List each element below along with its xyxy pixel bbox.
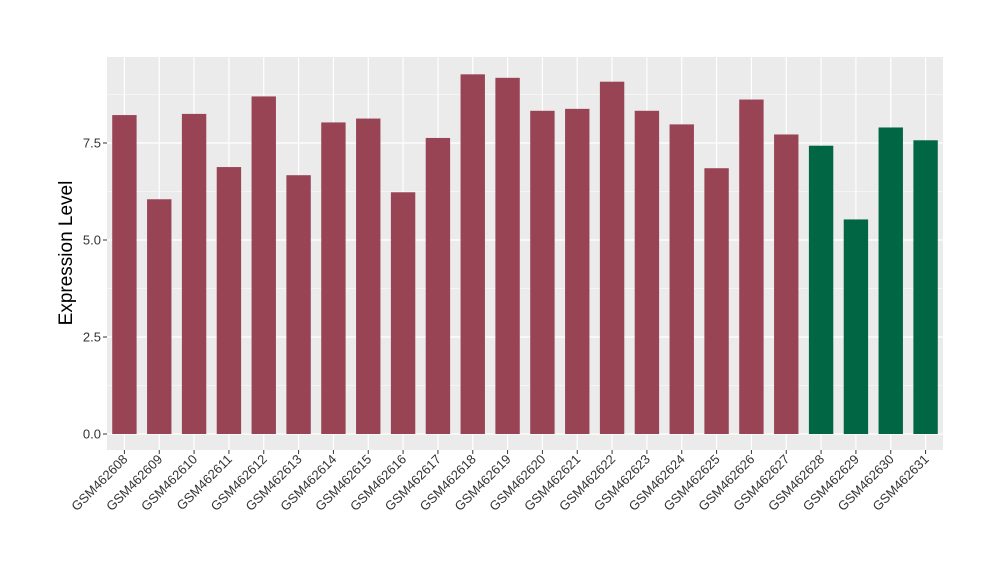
bar-GSM462628 — [808, 145, 834, 434]
bar-GSM462615 — [356, 118, 381, 434]
y-axis-title: Expression Level — [56, 181, 77, 326]
bars-group — [112, 74, 938, 435]
bar-GSM462608 — [112, 115, 137, 435]
bar-GSM462616 — [390, 192, 416, 434]
bar-GSM462631 — [913, 140, 938, 434]
bar-GSM462610 — [181, 113, 207, 435]
bar-GSM462626 — [739, 99, 764, 434]
y-axis: 0.0 2.5 5.0 7.5 — [83, 136, 107, 442]
bar-GSM462613 — [286, 175, 311, 435]
bar-GSM462627 — [774, 134, 799, 435]
bar-GSM462623 — [634, 110, 660, 435]
y-tick-label: 2.5 — [83, 330, 101, 345]
bar-GSM462617 — [425, 137, 451, 434]
x-axis: GSM462608GSM462609GSM462610GSM462611GSM4… — [68, 450, 932, 514]
minor-gridlines — [107, 94, 943, 386]
bar-GSM462611 — [216, 167, 242, 434]
y-tick-label: 5.0 — [83, 233, 101, 248]
bar-GSM462618 — [460, 74, 485, 434]
bar-GSM462629 — [843, 219, 869, 434]
y-tick-label: 0.0 — [83, 427, 101, 442]
bar-GSM462625 — [704, 168, 729, 434]
bar-GSM462622 — [599, 81, 625, 435]
bar-GSM462624 — [669, 124, 694, 434]
plot-panel — [107, 57, 943, 450]
bar-GSM462621 — [565, 108, 590, 434]
bar-GSM462620 — [530, 110, 555, 435]
bar-GSM462612 — [251, 96, 276, 434]
bar-GSM462630 — [878, 127, 903, 434]
y-tick-label: 7.5 — [83, 136, 101, 151]
bar-GSM462614 — [321, 122, 346, 434]
bar-GSM462609 — [147, 199, 172, 434]
bar-GSM462619 — [495, 77, 520, 434]
